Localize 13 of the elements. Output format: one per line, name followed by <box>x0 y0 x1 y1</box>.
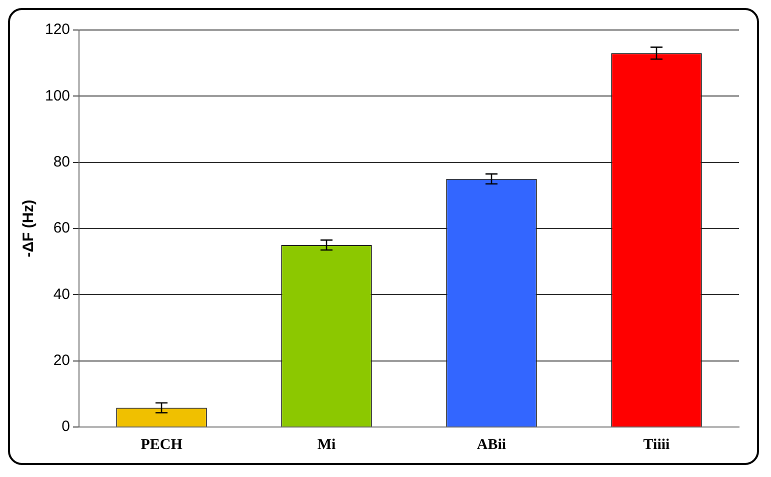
x-tick-label: Mi <box>317 436 336 453</box>
y-axis-title: -ΔF (Hz) <box>20 200 38 258</box>
x-tick-label: Tiiii <box>643 436 670 453</box>
y-tick-label: 20 <box>53 352 70 369</box>
y-tick-label: 0 <box>62 418 70 436</box>
y-tick-label: 80 <box>53 153 70 170</box>
y-tick-label: 100 <box>44 87 70 104</box>
x-tick-label: PECH <box>140 436 183 453</box>
y-tick-label: 40 <box>53 286 70 303</box>
rounded-frame: -ΔF (Hz) PECH Mi ABii Tiiii 0 20 40 60 80 100 120 <box>8 8 759 465</box>
x-tick-label: ABii <box>476 436 506 453</box>
y-tick-label: 120 <box>44 21 70 38</box>
y-tick-label: 60 <box>53 220 70 237</box>
